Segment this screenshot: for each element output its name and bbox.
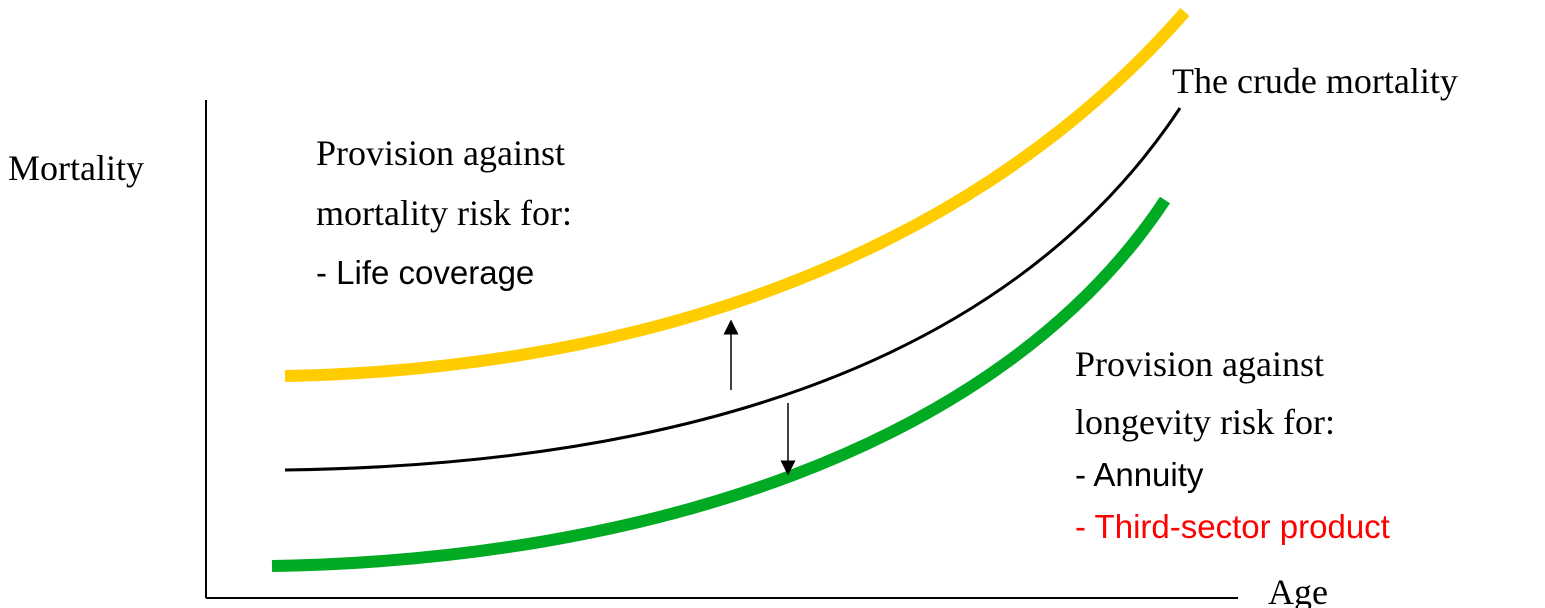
mortality-provision-curve [284,8,1190,382]
longevity-note-line1: Provision against [1075,344,1324,384]
mortality-note-item: - Life coverage [316,254,534,291]
longevity-note-item-annuity: - Annuity [1075,456,1204,493]
crude-mortality-curve [284,107,1182,472]
mortality-note-line1: Provision against [316,133,565,173]
crude-mortality-label: The crude mortality [1172,61,1458,101]
longevity-note-line2: longevity risk for: [1075,402,1335,442]
longevity-note-item-third-sector: - Third-sector product [1075,508,1390,545]
x-axis-label: Age [1268,572,1328,608]
mortality-note-line2: mortality risk for: [316,193,572,233]
y-axis-label: Mortality [8,148,144,188]
